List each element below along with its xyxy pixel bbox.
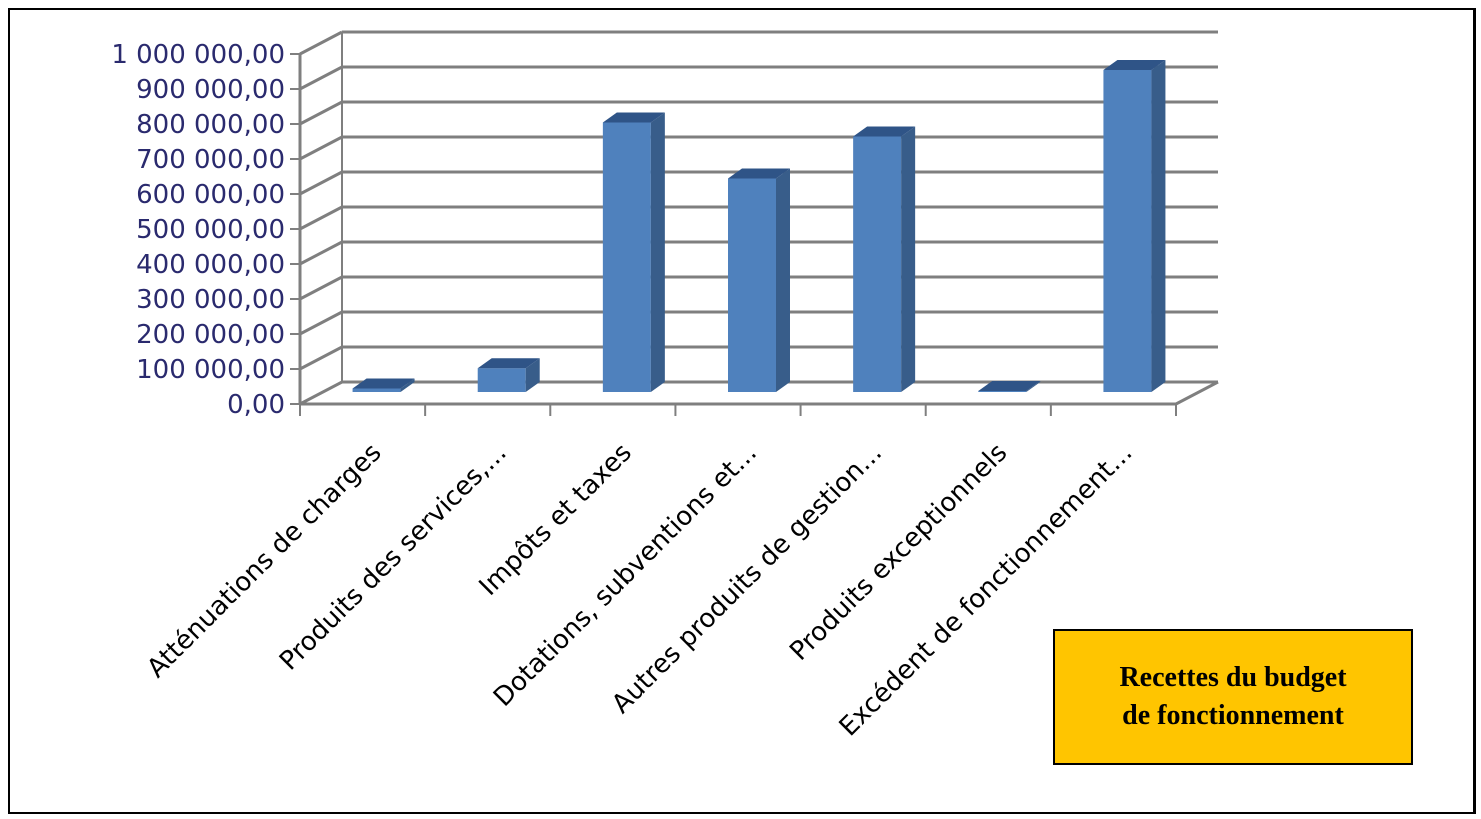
bar: [602, 112, 665, 392]
chart-caption-box: Recettes du budget de fonctionnement: [1053, 629, 1413, 765]
bar-top: [978, 380, 1041, 391]
x-category-label: Produits exceptionnels: [784, 438, 1013, 667]
bar-top: [853, 126, 916, 137]
y-tick-label: 300 000,00: [136, 285, 285, 315]
bar-side: [400, 378, 415, 392]
bar-side: [1151, 60, 1166, 392]
x-axis: [299, 402, 1177, 416]
bar-side: [901, 126, 916, 392]
bar-side: [1026, 380, 1041, 392]
bar-front: [728, 178, 776, 392]
side-gridline: [299, 170, 343, 196]
bar: [853, 126, 916, 392]
caption-line-1: Recettes du budget: [1119, 662, 1347, 693]
y-tick-label: 1 000 000,00: [111, 40, 285, 70]
y-tick-label: 400 000,00: [136, 250, 285, 280]
bar: [1103, 60, 1166, 392]
y-axis-tick-labels: 0,00 100 000,00 200 000,00 300 000,00 400 00…: [111, 40, 300, 420]
side-gridline: [299, 240, 343, 266]
side-gridline: [299, 380, 343, 406]
bar-top: [602, 112, 665, 123]
caption-line-2: de fonctionnement: [1122, 700, 1344, 731]
y-tick-label: 500 000,00: [136, 215, 285, 245]
y-tick-label: 600 000,00: [136, 180, 285, 210]
y-tick-label: 900 000,00: [136, 75, 285, 105]
y-tick-label: 700 000,00: [136, 145, 285, 175]
bar-top: [728, 168, 790, 179]
bar-side: [650, 112, 665, 392]
side-gridline: [299, 135, 343, 161]
side-gridline: [299, 205, 343, 231]
side-gridline: [299, 275, 343, 301]
y-tick-label: 800 000,00: [136, 110, 285, 140]
bar-front: [1103, 70, 1152, 392]
side-gridline: [299, 30, 343, 56]
bar-top: [352, 378, 415, 389]
bar-top: [477, 358, 540, 369]
x-category-label: Autres produits de gestion...: [606, 438, 888, 720]
bar-front: [602, 122, 651, 392]
x-category-label: Produits des services,...: [274, 438, 513, 677]
bar-side: [776, 168, 790, 392]
bars: [352, 60, 1166, 392]
x-category-label: Atténuations de charges: [141, 438, 387, 684]
y-tick-label: 100 000,00: [136, 355, 285, 385]
bar-front: [853, 136, 902, 392]
bar-top: [1103, 60, 1166, 70]
side-gridline: [299, 310, 343, 336]
bar-front: [978, 390, 1027, 392]
y-tick-label: 0,00: [227, 390, 285, 420]
bar-side: [525, 358, 540, 392]
x-category-label: Dotations, subventions et...: [488, 438, 763, 713]
bar: [352, 378, 415, 392]
y-tick-label: 200 000,00: [136, 320, 285, 350]
side-gridline: [299, 345, 343, 371]
bar: [477, 358, 540, 392]
side-gridline: [299, 100, 343, 126]
bar-front: [352, 388, 401, 392]
side-gridline: [299, 65, 343, 91]
bar-front: [477, 368, 526, 392]
bar: [728, 168, 790, 392]
bar: [978, 380, 1041, 392]
floor-edge: [1175, 380, 1219, 406]
